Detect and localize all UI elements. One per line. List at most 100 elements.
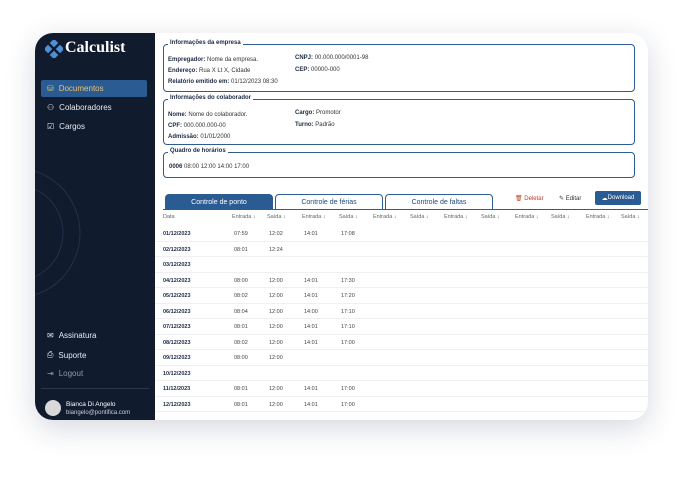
- column-header[interactable]: Saída ↓: [267, 214, 286, 220]
- logo: Calculist: [65, 39, 126, 56]
- date-cell: 08/12/2023: [163, 339, 191, 346]
- time-cell: 12:00: [269, 277, 283, 284]
- column-header[interactable]: Entrada ↓: [586, 214, 610, 220]
- field-value: Padrão: [315, 122, 335, 128]
- decor: [35, 170, 81, 296]
- column-header[interactable]: Entrada ↓: [232, 214, 256, 220]
- section-title: Informações da empresa: [168, 40, 243, 46]
- menu-item[interactable]: ⇥ Logout: [47, 369, 83, 378]
- table-row: [155, 288, 648, 304]
- column-header[interactable]: Saída ↓: [410, 214, 429, 220]
- label: Deletar: [524, 196, 544, 202]
- edit-button[interactable]: ✎ Editar: [559, 196, 582, 202]
- user-name: Bianca Di Angelo: [66, 401, 116, 408]
- time-cell: 17:30: [341, 277, 355, 284]
- column-header[interactable]: Saída ↓: [551, 214, 570, 220]
- field-label: Nome:: [168, 112, 187, 118]
- table-row: [155, 273, 648, 288]
- field-label: Relatório emitido em:: [168, 79, 230, 85]
- time-cell: 12:00: [269, 355, 283, 361]
- label: Documentos: [58, 84, 104, 93]
- menu-item[interactable]: ⎙ Suporte: [47, 350, 86, 360]
- time-cell: 17:10: [341, 308, 355, 315]
- schedule-times: 08:00 12:00 14:00 17:00: [184, 164, 250, 170]
- table-row: [155, 381, 648, 397]
- menu-item[interactable]: ☑ Cargos: [47, 122, 85, 131]
- time-cell: 14:01: [304, 339, 318, 346]
- avatar: [45, 400, 61, 416]
- label: Cargos: [59, 122, 85, 131]
- field-value: 00000-000: [311, 67, 340, 73]
- icon: ⚇: [47, 103, 55, 112]
- menu-item[interactable]: ✉ Assinatura: [47, 331, 97, 340]
- table-row: [155, 319, 648, 335]
- field-value: Nome da empresa.: [207, 57, 259, 63]
- icon: ⛁: [47, 84, 54, 93]
- date-cell: 09/12/2023: [163, 355, 191, 361]
- label: Download: [607, 195, 635, 201]
- time-cell: 12:00: [269, 324, 283, 330]
- table-row: [155, 304, 648, 319]
- field-value: 00.000.000/0001-98: [314, 55, 369, 61]
- column-header[interactable]: Saída ↓: [339, 214, 358, 220]
- field: Empregador: Nome da empresa.: [168, 57, 258, 63]
- section-title: Quadro de horários: [168, 148, 228, 154]
- download-button[interactable]: ☁ Download: [595, 191, 641, 205]
- date-cell: 12/12/2023: [163, 401, 191, 408]
- time-cell: 14:01: [304, 401, 318, 408]
- time-cell: 12:02: [269, 231, 283, 237]
- column-header[interactable]: Entrada ↓: [444, 214, 468, 220]
- time-cell: 17:00: [341, 386, 355, 392]
- table-row: [155, 242, 648, 257]
- field-value: 01/01/2000: [200, 134, 231, 140]
- date-cell: 04/12/2023: [163, 277, 191, 284]
- time-cell: 14:00: [304, 308, 318, 315]
- column-header[interactable]: Entrada ↓: [302, 214, 326, 220]
- time-cell: 17:00: [341, 339, 355, 346]
- time-cell: 14:01: [304, 277, 318, 284]
- label: Suporte: [58, 350, 87, 360]
- employee-box: Informações do colaborador: [163, 95, 635, 145]
- icon: ⇥: [47, 369, 54, 378]
- label: Logout: [58, 369, 84, 378]
- time-cell: 12:00: [269, 386, 283, 392]
- tab[interactable]: Controle de ponto: [165, 194, 273, 210]
- table-row: [155, 366, 648, 381]
- field: Admissão: 01/01/2000: [168, 134, 230, 140]
- date-cell: 03/12/2023: [163, 262, 191, 268]
- field-value: Rua X Lt X, Cidade: [199, 68, 251, 74]
- time-cell: 08:02: [234, 339, 248, 346]
- user-email: biangelo@pontifica.com: [66, 410, 131, 416]
- label: Colaboradores: [59, 103, 112, 112]
- icon: ✉: [47, 331, 54, 340]
- field: CEP: 00000-000: [295, 67, 340, 73]
- time-cell: 14:01: [304, 231, 318, 237]
- column-header[interactable]: Entrada ↓: [515, 214, 539, 220]
- divider: [41, 388, 149, 389]
- time-cell: 17:20: [341, 293, 355, 299]
- sidebar: Calculist Bianca Di Angelo biangelo@pont…: [35, 33, 155, 420]
- time-cell: 12:00: [269, 308, 283, 315]
- column-header[interactable]: Data: [163, 214, 175, 220]
- field: Endereço: Rua X Lt X, Cidade: [168, 68, 250, 74]
- tab[interactable]: Controle de férias: [275, 194, 383, 210]
- field-label: CNPJ:: [295, 55, 314, 61]
- delete-button[interactable]: 🗑 Deletar: [515, 196, 544, 202]
- field-label: Endereço:: [168, 68, 198, 74]
- tab[interactable]: Controle de faltas: [385, 194, 493, 210]
- field-label: Empregador:: [168, 57, 206, 63]
- app-window: Calculist Bianca Di Angelo biangelo@pont…: [35, 33, 648, 420]
- schedule-code: 0006: [169, 164, 183, 170]
- menu-item[interactable]: ⛁ Documentos: [47, 84, 104, 93]
- menu-item[interactable]: ⚇ Colaboradores: [47, 103, 112, 112]
- date-cell: 10/12/2023: [163, 370, 191, 377]
- icon: ☑: [47, 122, 55, 131]
- field: Nome: Nome do colaborador.: [168, 112, 247, 118]
- column-header[interactable]: Saída ↓: [481, 214, 500, 220]
- date-cell: 01/12/2023: [163, 231, 191, 237]
- column-header[interactable]: Entrada ↓: [373, 214, 397, 220]
- schedule-box: Quadro de horários 0006 08:00 12:00 14:0…: [163, 148, 635, 178]
- column-header[interactable]: Saída ↓: [621, 214, 640, 220]
- time-cell: 08:01: [234, 386, 248, 392]
